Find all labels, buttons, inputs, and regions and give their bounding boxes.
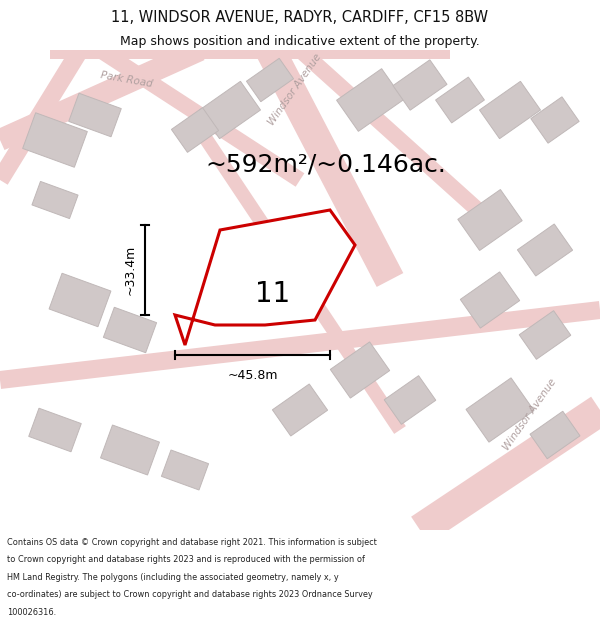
Polygon shape (247, 58, 293, 102)
Text: Map shows position and indicative extent of the property.: Map shows position and indicative extent… (120, 35, 480, 48)
Polygon shape (530, 411, 580, 459)
Polygon shape (49, 273, 111, 327)
Polygon shape (531, 97, 579, 143)
Polygon shape (199, 81, 260, 139)
Polygon shape (519, 311, 571, 359)
Text: Contains OS data © Crown copyright and database right 2021. This information is : Contains OS data © Crown copyright and d… (7, 538, 377, 547)
Polygon shape (50, 41, 450, 59)
Polygon shape (161, 450, 209, 490)
Text: Park Road: Park Road (100, 71, 154, 89)
Polygon shape (172, 107, 218, 152)
Polygon shape (0, 45, 88, 185)
Polygon shape (411, 397, 600, 543)
Polygon shape (458, 189, 522, 251)
Polygon shape (295, 44, 505, 236)
Polygon shape (101, 425, 160, 475)
Text: ~45.8m: ~45.8m (227, 369, 278, 382)
Polygon shape (272, 384, 328, 436)
Polygon shape (32, 181, 78, 219)
Polygon shape (517, 224, 572, 276)
Polygon shape (95, 43, 304, 187)
Polygon shape (384, 376, 436, 424)
Polygon shape (393, 60, 447, 110)
Polygon shape (479, 81, 541, 139)
Polygon shape (337, 69, 403, 131)
Polygon shape (69, 93, 121, 137)
Polygon shape (175, 210, 355, 345)
Polygon shape (0, 301, 600, 389)
Text: 100026316.: 100026316. (7, 608, 56, 617)
Text: 11: 11 (255, 281, 290, 308)
Polygon shape (23, 112, 88, 168)
Text: 11, WINDSOR AVENUE, RADYR, CARDIFF, CF15 8BW: 11, WINDSOR AVENUE, RADYR, CARDIFF, CF15… (112, 10, 488, 25)
Polygon shape (29, 408, 81, 452)
Text: Windsor Avenue: Windsor Avenue (502, 378, 559, 452)
Text: HM Land Registry. The polygons (including the associated geometry, namely x, y: HM Land Registry. The polygons (includin… (7, 572, 339, 582)
Polygon shape (436, 77, 484, 123)
Polygon shape (103, 308, 157, 352)
Polygon shape (331, 342, 389, 398)
Polygon shape (257, 43, 403, 287)
Text: ~592m²/~0.146ac.: ~592m²/~0.146ac. (205, 153, 446, 177)
Text: Windsor Avenue: Windsor Avenue (266, 52, 323, 127)
Polygon shape (460, 272, 520, 328)
Polygon shape (466, 378, 534, 442)
Polygon shape (0, 40, 205, 150)
Text: ~33.4m: ~33.4m (124, 245, 137, 295)
Text: to Crown copyright and database rights 2023 and is reproduced with the permissio: to Crown copyright and database rights 2… (7, 555, 365, 564)
Text: co-ordinates) are subject to Crown copyright and database rights 2023 Ordnance S: co-ordinates) are subject to Crown copyr… (7, 591, 373, 599)
Polygon shape (194, 126, 406, 434)
